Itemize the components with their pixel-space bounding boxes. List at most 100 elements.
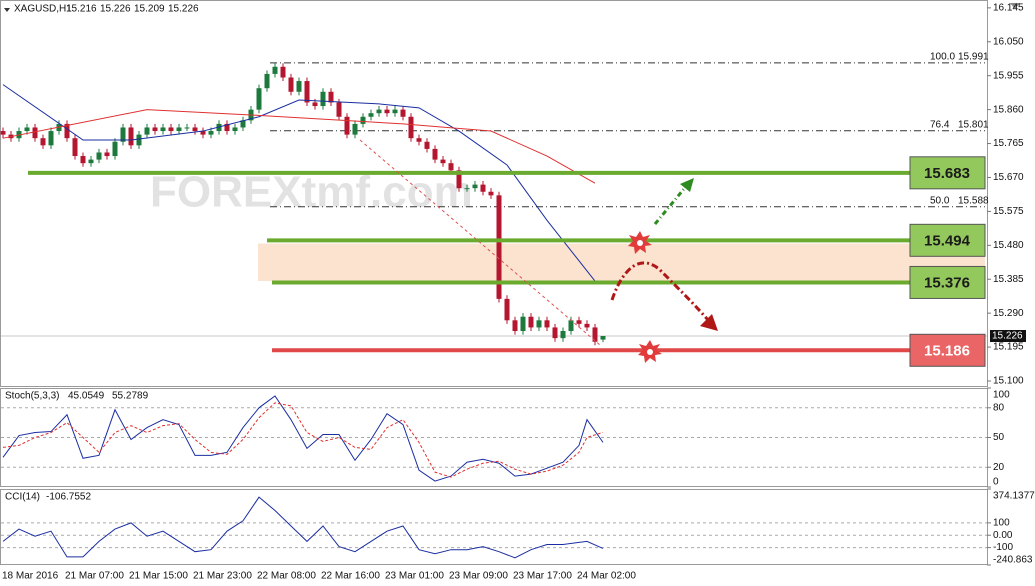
candle-body xyxy=(280,66,286,78)
y-tick-label: 15.195 xyxy=(993,342,1024,353)
candle-body xyxy=(384,109,390,114)
candle-body xyxy=(504,298,510,321)
candle-body xyxy=(512,320,518,332)
header-value: 15.226 xyxy=(100,4,131,15)
y-tick-label: 15.575 xyxy=(993,206,1024,217)
x-tick-label: 24 Mar 02:00 xyxy=(577,571,636,582)
header-value: 15.226 xyxy=(168,4,199,15)
candle-body xyxy=(96,152,102,160)
candle-body xyxy=(528,316,534,328)
fib-price: 15.588 xyxy=(958,195,989,206)
indicator-line xyxy=(2,402,604,478)
candle-body xyxy=(304,81,310,103)
candle-body xyxy=(0,131,6,135)
y-tick-label: 0 xyxy=(993,477,999,488)
y-tick-label: 15.670 xyxy=(993,172,1024,183)
x-tick-label: 21 Mar 23:00 xyxy=(193,571,252,582)
candle-body xyxy=(296,81,302,92)
y-tick-label: 15.385 xyxy=(993,274,1024,285)
y-tick-label: 100 xyxy=(993,390,1010,401)
x-tick-label: 22 Mar 16:00 xyxy=(321,571,380,582)
x-tick-label: 21 Mar 07:00 xyxy=(65,571,124,582)
level-label: 15.683 xyxy=(924,165,970,182)
fib-level: 100.0 xyxy=(930,51,955,62)
candle-body xyxy=(336,102,342,117)
candle-body xyxy=(536,320,542,328)
y-tick-label: 15.100 xyxy=(993,376,1024,387)
menu-icon[interactable] xyxy=(4,8,10,12)
candle-body xyxy=(496,195,502,299)
annotations xyxy=(359,139,718,363)
candle-body xyxy=(240,120,246,128)
header-value: 15.216 xyxy=(66,4,97,15)
candle-body xyxy=(208,131,214,135)
candle-body xyxy=(448,163,454,171)
y-tick-label: 100 xyxy=(993,518,1010,529)
candle-body xyxy=(344,116,350,135)
candle-body xyxy=(520,316,526,332)
candle-body xyxy=(440,159,446,164)
breakout-star-core xyxy=(637,240,643,246)
candle-body xyxy=(232,127,238,132)
candle-body xyxy=(320,91,326,107)
header-value: 15.209 xyxy=(134,4,165,15)
y-tick-label: -100 xyxy=(993,542,1013,553)
candle-body xyxy=(200,131,206,135)
y-tick-label: 80 xyxy=(993,402,1005,413)
price-tag-label: 15.226 xyxy=(992,331,1023,342)
x-tick-label: 18 Mar 2016 xyxy=(2,571,59,582)
y-tick-label: 15.860 xyxy=(993,104,1024,115)
support-star-core xyxy=(647,349,653,355)
indicator-title: Stoch(5,3,3) xyxy=(5,391,59,402)
candle-body xyxy=(480,184,486,192)
candle-body xyxy=(552,327,558,339)
indicator-title: CCI(14) xyxy=(5,492,40,503)
candle-body xyxy=(408,116,414,139)
candle-body xyxy=(352,123,358,135)
header-value: -106.7552 xyxy=(46,492,91,503)
y-tick-label: 16.145 xyxy=(993,2,1024,13)
moving-average xyxy=(2,109,596,184)
y-tick-label: 20 xyxy=(993,462,1005,473)
candle-body xyxy=(560,331,566,339)
candle-body xyxy=(40,138,46,146)
candle-body xyxy=(88,159,94,164)
candle-body xyxy=(224,123,230,132)
candle-body xyxy=(488,191,494,196)
candle-body xyxy=(136,134,142,146)
y-tick-label: 374.1377 xyxy=(993,491,1035,502)
candle-body xyxy=(288,77,294,92)
candle-body xyxy=(400,109,406,117)
level-box xyxy=(909,223,986,257)
header-value: 45.0549 xyxy=(68,391,105,402)
level-box xyxy=(909,265,986,299)
level-label: 15.494 xyxy=(924,232,971,249)
candle-body xyxy=(112,141,118,157)
indicator-line xyxy=(2,395,604,482)
x-tick-label: 21 Mar 15:00 xyxy=(129,571,188,582)
candle-body xyxy=(184,127,190,129)
candle-body xyxy=(264,73,270,89)
x-tick-label: 22 Mar 08:00 xyxy=(257,571,316,582)
candle-body xyxy=(312,102,318,107)
level-label: 15.376 xyxy=(924,274,970,291)
y-tick-label: 16.050 xyxy=(993,36,1024,47)
indicator-title: XAGUSD,H1 xyxy=(14,4,72,15)
candle-body xyxy=(544,320,550,328)
scroll-icon[interactable] xyxy=(1010,3,1020,9)
down-arrow-head xyxy=(700,314,718,331)
fib-price: 15.991 xyxy=(958,51,989,62)
candle-body xyxy=(120,127,126,142)
y-tick-label: 50 xyxy=(993,432,1005,443)
candle-body xyxy=(392,109,398,114)
candle-body xyxy=(424,141,430,149)
candle-body xyxy=(48,131,54,146)
candle-body xyxy=(368,113,374,117)
candle-body xyxy=(160,127,166,132)
level-box xyxy=(909,156,986,190)
candle-body xyxy=(456,170,462,189)
level-box xyxy=(909,333,986,367)
candle-body xyxy=(144,127,150,135)
